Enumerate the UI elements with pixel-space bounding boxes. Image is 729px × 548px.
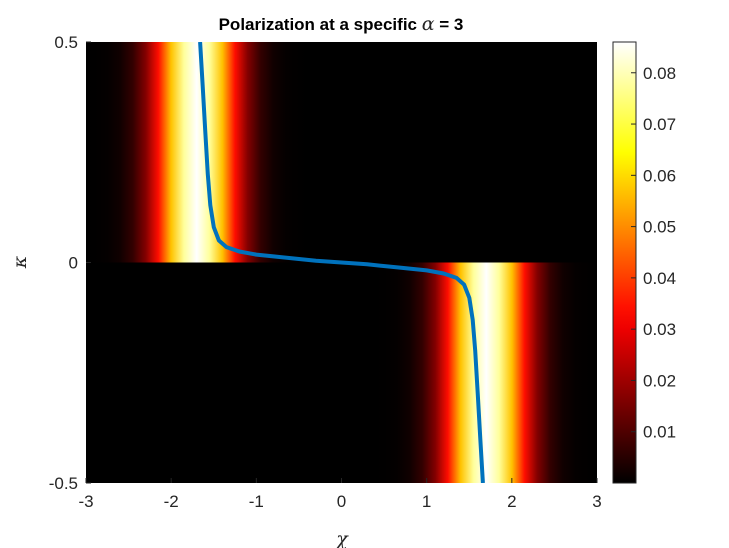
polarization-curve [198, 42, 485, 483]
heat-band-upper [86, 42, 453, 263]
x-tick-label: 3 [592, 492, 601, 511]
chart-title: Polarization at a specific α = 3 [219, 13, 464, 35]
x-tick-label: -1 [249, 492, 264, 511]
colorbar-gradient [613, 42, 636, 483]
plot-area [86, 42, 597, 483]
colorbar-tick-label: 0.03 [643, 320, 676, 339]
colorbar-tick-label: 0.07 [643, 115, 676, 134]
x-tick-label: 0 [337, 492, 346, 511]
heat-band-lower [230, 262, 597, 483]
colorbar-tick-label: 0.08 [643, 64, 676, 83]
x-tick-label: -2 [164, 492, 179, 511]
colorbar: 0.01 0.02 0.03 0.04 0.05 0.06 0.07 0.08 [612, 41, 676, 484]
x-tick-label: 1 [422, 492, 431, 511]
y-tick-label: -0.5 [49, 474, 78, 493]
colorbar-frame [612, 41, 637, 484]
y-tick-label: 0 [69, 254, 78, 273]
y-axis: -0.5 0 0.5 [49, 33, 91, 493]
x-tick-label: -3 [78, 492, 93, 511]
colorbar-tick-label: 0.02 [643, 371, 676, 390]
x-axis: -3 -2 -1 0 1 2 3 [78, 478, 602, 511]
colorbar-tick-label: 0.04 [643, 269, 676, 288]
colorbar-tick-label: 0.06 [643, 166, 676, 185]
colorbar-tick-label: 0.05 [643, 218, 676, 237]
y-tick-label: 0.5 [54, 33, 78, 52]
y-axis-label: κ [9, 255, 31, 269]
colorbar-tick-label: 0.01 [643, 423, 676, 442]
colorbar-ticks: 0.01 0.02 0.03 0.04 0.05 0.06 0.07 0.08 [631, 64, 676, 442]
x-axis-label: χ [334, 528, 349, 548]
x-tick-label: 2 [507, 492, 516, 511]
